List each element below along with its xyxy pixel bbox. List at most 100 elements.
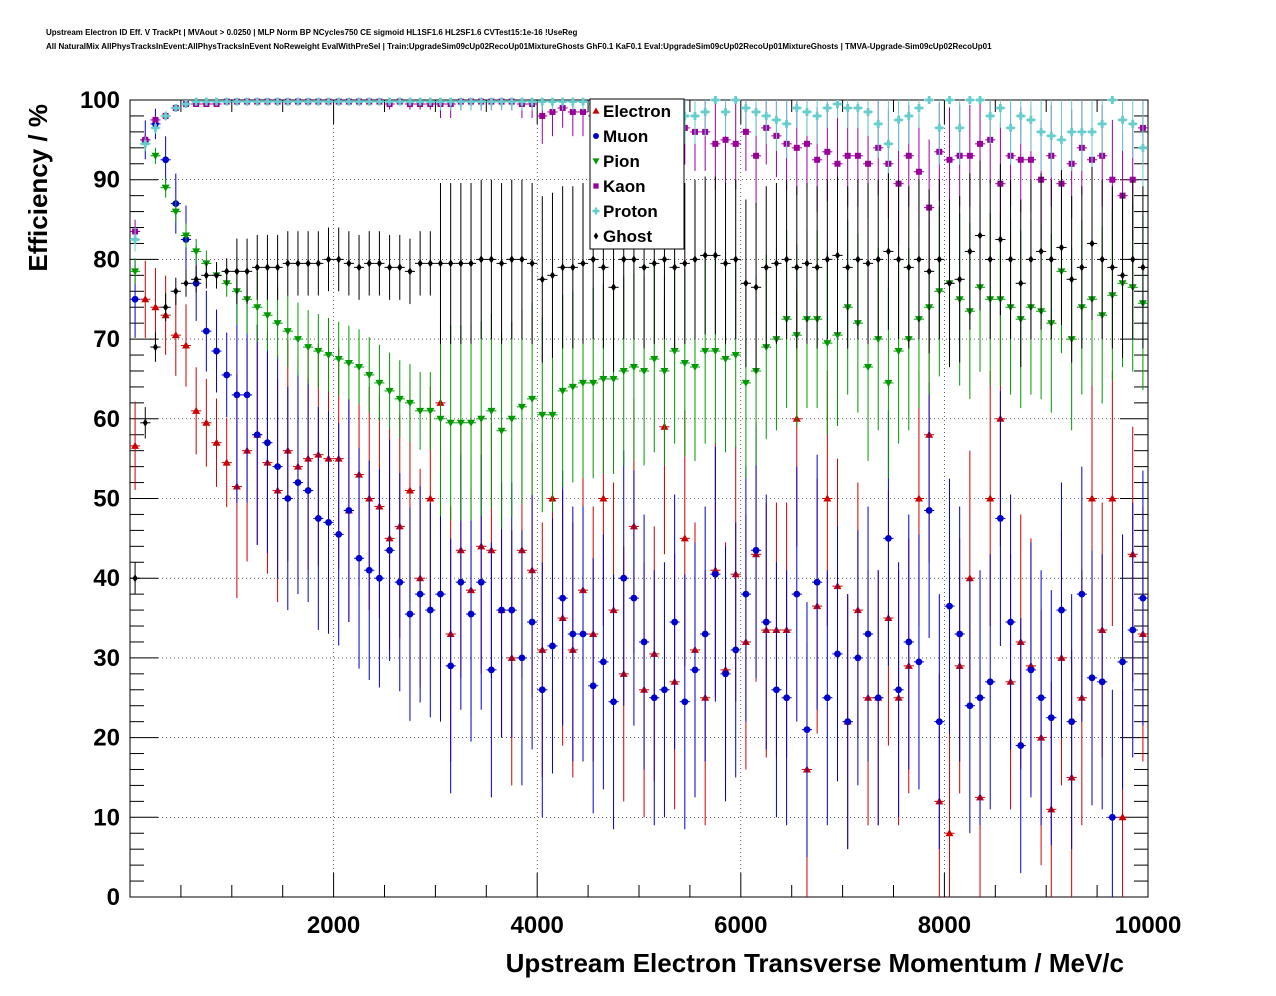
data-point: [672, 263, 678, 272]
data-point: [345, 507, 353, 514]
data-point: [824, 255, 830, 264]
data-point: [405, 97, 414, 106]
series-proton: [130, 96, 1148, 252]
data-point: [171, 103, 180, 112]
data-point: [895, 686, 902, 694]
y-tick-label: 100: [80, 87, 120, 114]
data-point: [753, 152, 760, 159]
legend-label-pion: Pion: [603, 152, 640, 171]
legend-label-electron: Electron: [603, 102, 671, 121]
data-point: [568, 97, 577, 106]
data-point: [365, 566, 373, 574]
data-point: [234, 267, 240, 276]
data-point: [1028, 255, 1034, 264]
y-tick-label: 90: [93, 167, 120, 194]
data-point: [1027, 666, 1035, 674]
data-point: [742, 590, 750, 598]
data-point: [671, 618, 679, 626]
data-point: [447, 662, 455, 670]
data-point: [701, 630, 709, 638]
data-point: [1119, 271, 1126, 280]
data-point: [997, 235, 1003, 244]
data-point: [803, 140, 810, 147]
data-point: [416, 590, 424, 598]
series-muon: [130, 108, 1148, 897]
data-point: [569, 630, 577, 638]
data-point: [1109, 263, 1115, 272]
data-point: [1109, 176, 1116, 183]
data-point: [610, 283, 617, 292]
data-point: [406, 610, 414, 618]
data-point: [376, 259, 383, 268]
data-point: [356, 263, 362, 272]
data-point: [344, 360, 353, 368]
data-point: [1058, 606, 1065, 614]
data-point: [874, 119, 883, 128]
data-point: [957, 275, 963, 284]
data-point: [528, 395, 537, 403]
data-point: [802, 107, 811, 116]
data-point: [487, 407, 496, 415]
data-point: [539, 275, 545, 284]
data-point: [946, 156, 953, 163]
data-point: [731, 96, 740, 104]
data-point: [273, 320, 282, 328]
data-point: [946, 279, 953, 288]
data-point: [589, 379, 598, 387]
data-point: [600, 263, 606, 272]
data-point: [844, 718, 852, 726]
data-point: [1006, 123, 1015, 132]
data-point: [416, 407, 425, 415]
data-point: [467, 97, 476, 106]
data-point: [448, 259, 454, 268]
data-point: [507, 97, 516, 106]
data-point: [458, 259, 464, 268]
data-point: [977, 231, 983, 240]
data-point: [131, 235, 140, 244]
data-point: [966, 152, 973, 159]
data-point: [253, 431, 261, 439]
legend-label-ghost: Ghost: [603, 227, 652, 246]
data-point: [823, 340, 832, 348]
data-point: [580, 259, 586, 268]
data-point: [528, 618, 536, 626]
y-tick-label: 60: [93, 406, 120, 433]
data-point: [336, 255, 342, 264]
data-point: [293, 336, 302, 344]
data-point: [570, 263, 576, 272]
data-point: [243, 97, 252, 106]
data-point: [935, 718, 943, 726]
data-point: [986, 494, 995, 502]
data-point: [132, 574, 138, 583]
data-point: [161, 184, 170, 192]
data-point: [987, 255, 993, 264]
data-point: [1077, 127, 1086, 136]
data-point: [1119, 658, 1126, 666]
data-point: [386, 546, 393, 554]
data-point: [793, 144, 800, 151]
data-point: [446, 419, 455, 427]
data-point: [426, 606, 434, 614]
data-point: [385, 97, 394, 106]
data-point: [1128, 119, 1137, 128]
data-point: [1140, 263, 1146, 272]
data-point: [661, 255, 668, 264]
data-point: [895, 255, 902, 264]
data-point: [293, 97, 302, 106]
x-axis: 2000 4000 6000 8000 10000: [180, 100, 1181, 939]
legend-marker-kaon: [593, 183, 599, 189]
data-point: [253, 304, 262, 312]
data-point: [517, 403, 526, 411]
data-point: [976, 694, 984, 702]
data-point: [916, 255, 922, 264]
data-point: [823, 103, 832, 112]
data-point: [823, 494, 832, 502]
data-point: [580, 108, 587, 115]
data-point: [295, 259, 301, 268]
data-point: [1130, 255, 1136, 264]
data-point: [772, 115, 781, 124]
data-point: [833, 332, 842, 340]
data-point: [1047, 714, 1055, 722]
data-point: [854, 654, 862, 662]
data-point: [192, 97, 201, 106]
